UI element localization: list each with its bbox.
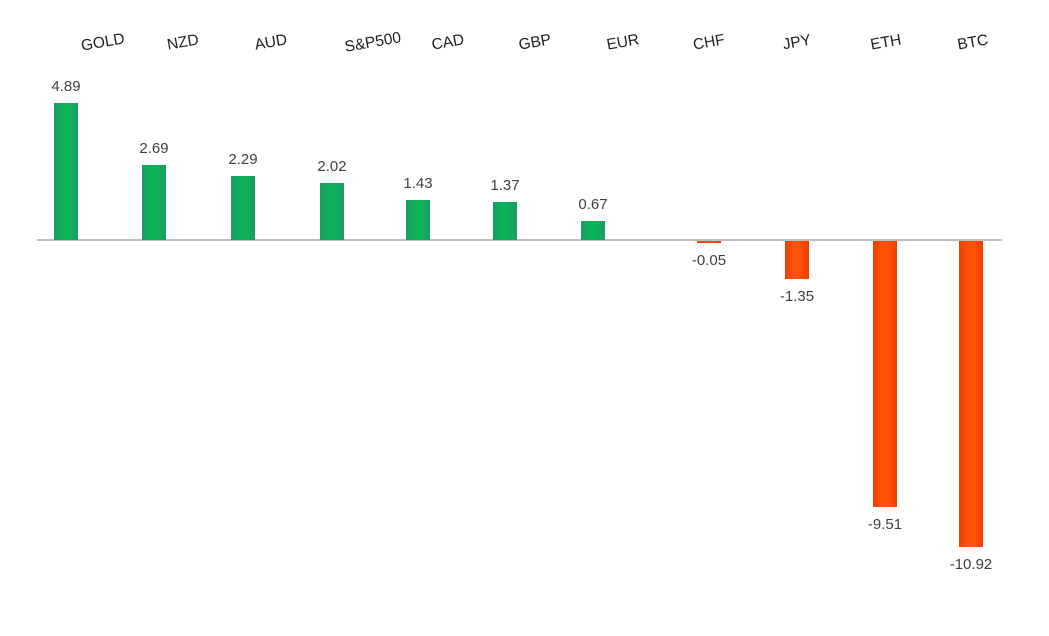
value-label-btc: -10.92 (949, 555, 993, 573)
value-label-aud: 2.29 (228, 150, 258, 168)
bar-nzd (142, 164, 166, 240)
value-label-gbp: 1.37 (490, 176, 520, 194)
value-label-s-p500: 2.02 (317, 158, 347, 176)
bar-gbp (493, 201, 517, 240)
bar-gold (54, 103, 78, 240)
value-label-cad: 1.43 (403, 174, 433, 192)
value-label-eur: 0.67 (578, 196, 608, 214)
value-label-jpy: -1.35 (779, 287, 815, 305)
category-label-gbp: GBP (517, 31, 553, 54)
zero-axis-line (37, 239, 1002, 241)
bar-eur (581, 221, 605, 240)
category-label-aud: AUD (253, 31, 289, 54)
bar-s-p500 (320, 183, 344, 240)
bar-eth (873, 241, 897, 508)
value-label-eth: -9.51 (867, 516, 903, 534)
bar-cad (406, 199, 430, 240)
value-label-chf: -0.05 (691, 252, 727, 269)
bar-jpy (785, 241, 809, 279)
category-label-btc: BTC (956, 31, 990, 54)
bar-chf (697, 241, 721, 243)
bar-aud (231, 175, 255, 240)
category-label-jpy: JPY (781, 31, 813, 54)
bar-btc (959, 241, 983, 547)
value-label-nzd: 2.69 (139, 139, 169, 157)
value-label-gold: 4.89 (51, 78, 81, 96)
category-label-chf: CHF (691, 31, 727, 54)
